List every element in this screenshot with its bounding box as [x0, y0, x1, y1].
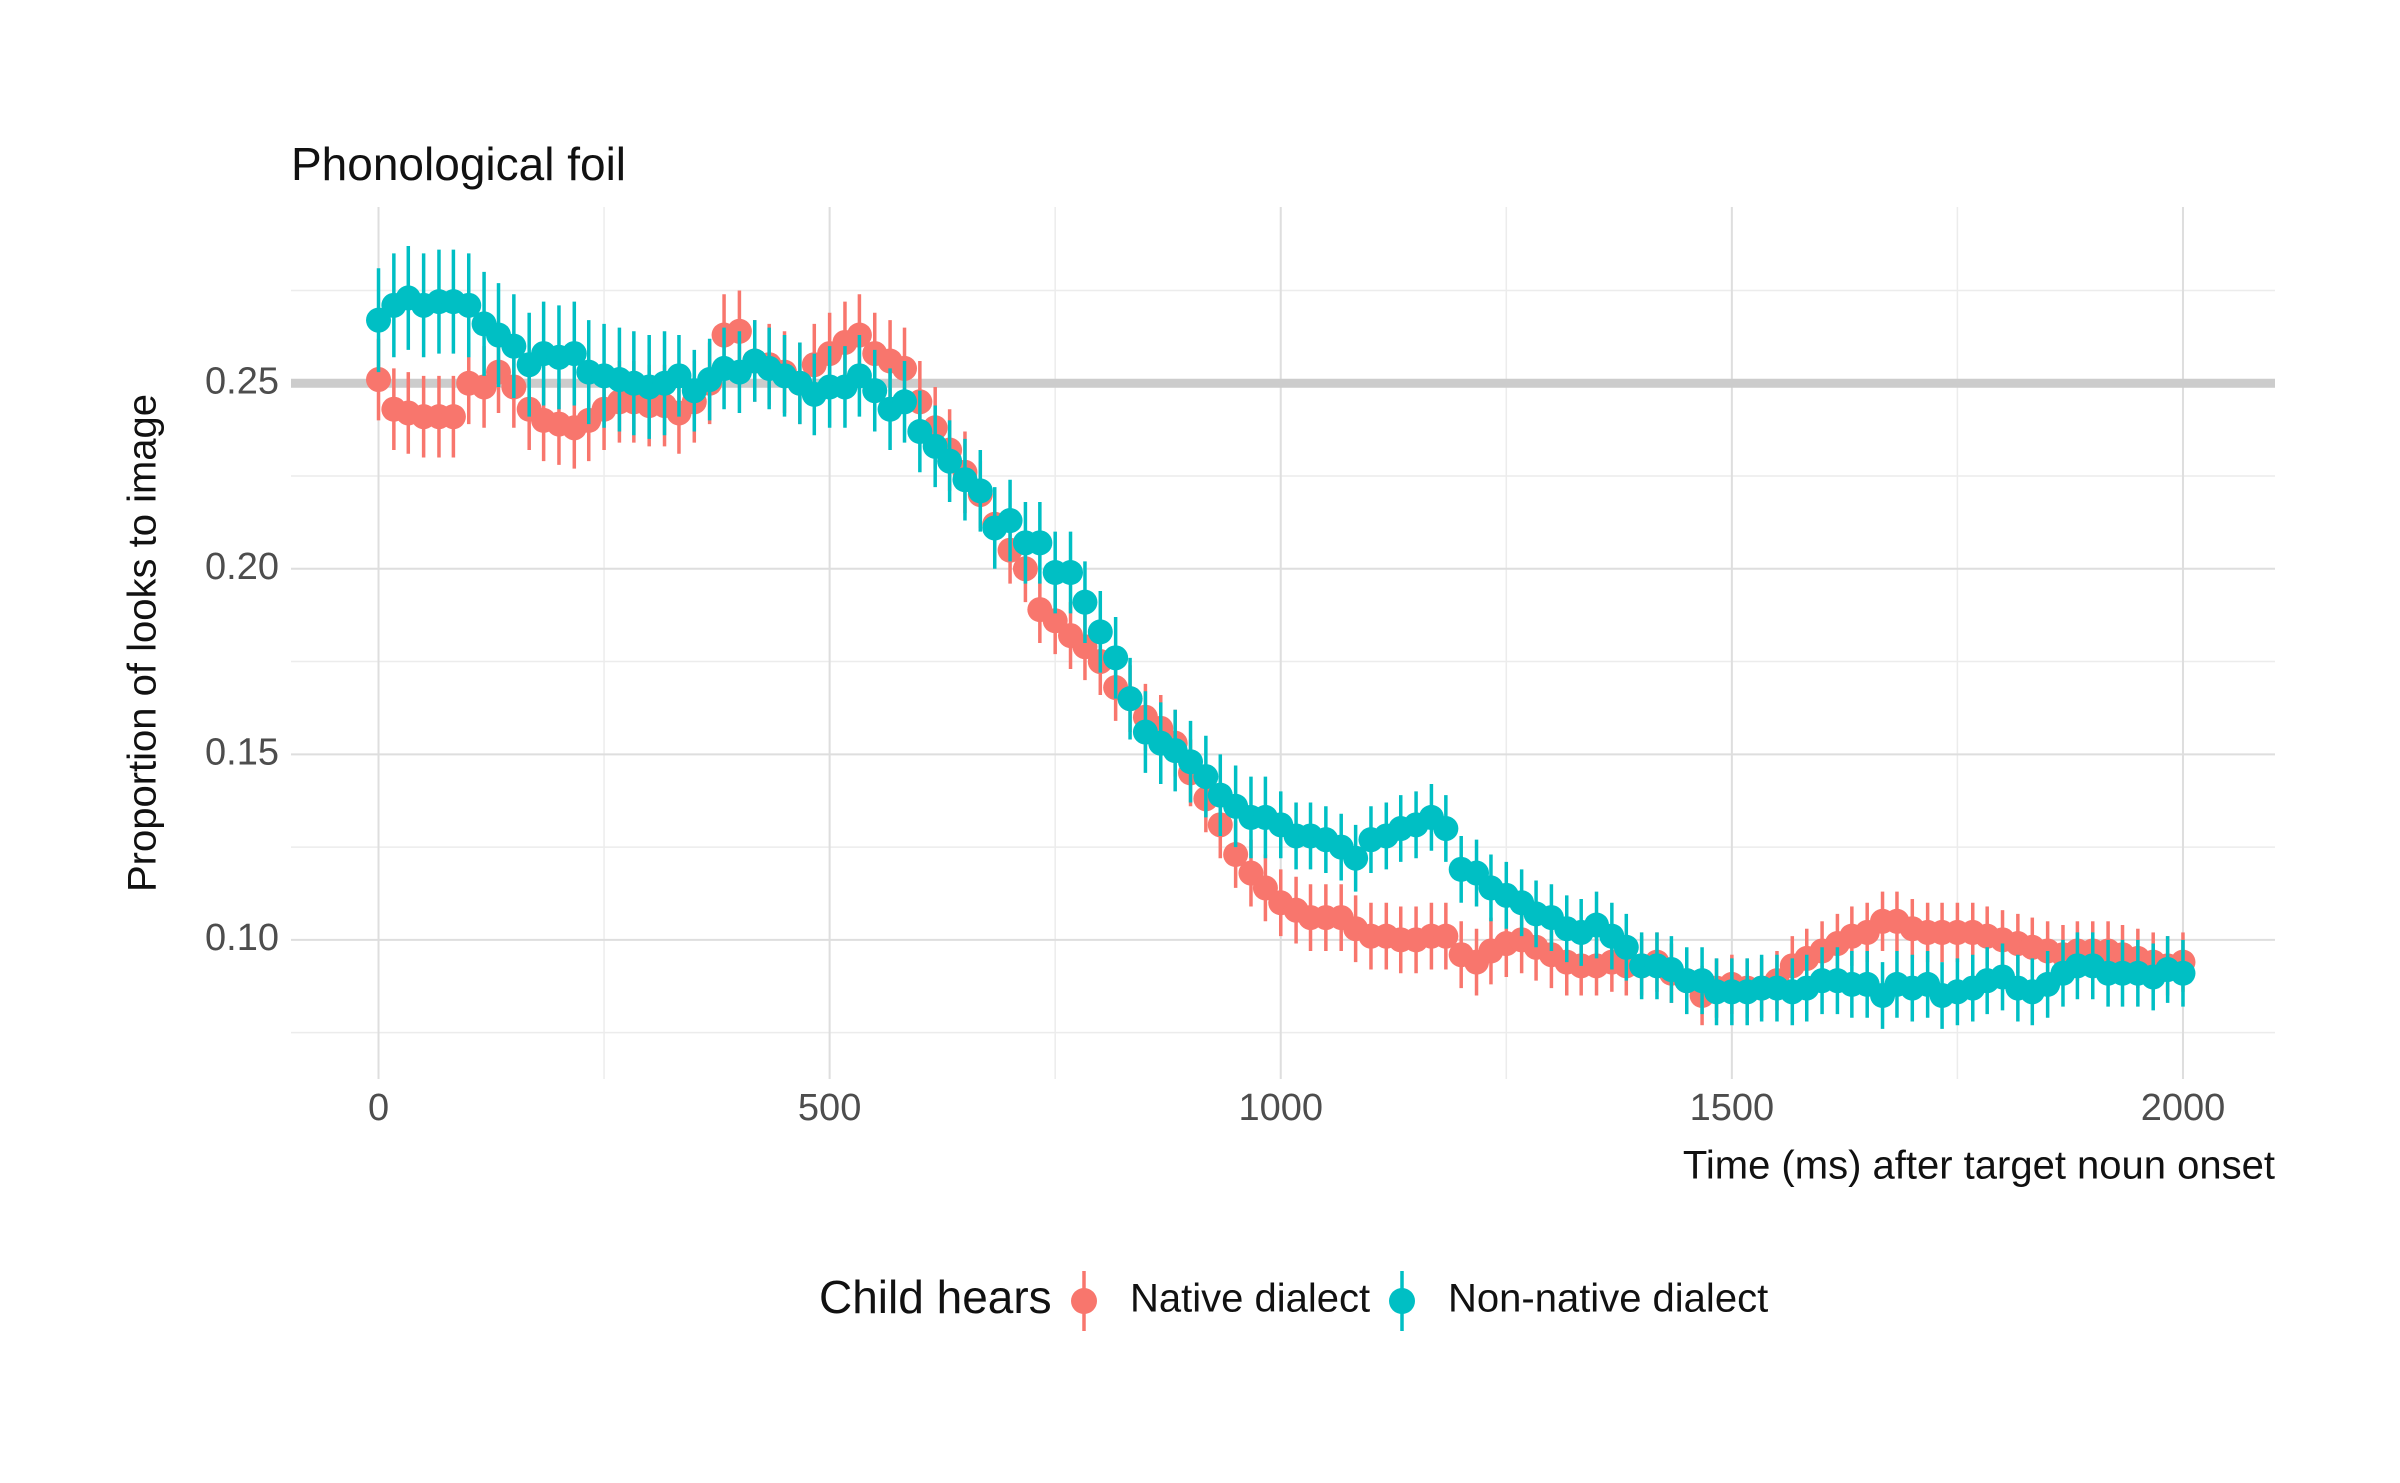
x-tick-label: 1000	[1238, 1087, 1323, 1129]
point	[997, 508, 1023, 534]
point	[937, 448, 963, 474]
point	[456, 292, 482, 318]
point	[846, 363, 872, 389]
point	[501, 333, 527, 359]
legend-glyph	[1389, 1288, 1415, 1314]
point	[892, 389, 918, 415]
x-tick-label: 2000	[2141, 1087, 2226, 1129]
x-tick-label: 0	[368, 1087, 389, 1129]
point	[1072, 634, 1098, 660]
point	[967, 478, 993, 504]
legend-label: Native dialect	[1130, 1277, 1370, 1321]
point	[1433, 816, 1459, 842]
point	[1072, 589, 1098, 615]
x-tick-label: 500	[798, 1087, 861, 1129]
point	[1613, 934, 1639, 960]
point	[1252, 875, 1278, 901]
point	[1343, 845, 1369, 871]
point	[1117, 686, 1143, 712]
point	[862, 378, 888, 404]
y-tick-label: 0.20	[205, 546, 279, 588]
point	[1058, 559, 1084, 585]
point	[366, 367, 392, 393]
point	[1178, 749, 1204, 775]
point	[907, 418, 933, 444]
y-tick-label: 0.15	[205, 731, 279, 773]
legend-label: Non-native dialect	[1448, 1277, 1768, 1321]
y-axis-title: Proportion of looks to image	[121, 394, 165, 892]
point	[561, 341, 587, 367]
point	[366, 307, 392, 333]
chart-title: Phonological foil	[291, 138, 626, 190]
point	[1103, 645, 1129, 671]
legend-title: Child hears	[819, 1271, 1052, 1323]
point	[1193, 764, 1219, 790]
y-tick-label: 0.10	[205, 917, 279, 959]
y-tick-label: 0.25	[205, 360, 279, 402]
point	[440, 404, 466, 430]
point	[1087, 619, 1113, 645]
point	[1042, 608, 1068, 634]
legend-glyph	[1071, 1288, 1097, 1314]
point	[1223, 842, 1249, 868]
point	[666, 363, 692, 389]
x-axis-title: Time (ms) after target noun onset	[1683, 1144, 2275, 1188]
point	[1433, 923, 1459, 949]
point	[2170, 960, 2196, 986]
point	[1027, 530, 1053, 556]
x-tick-label: 1500	[1690, 1087, 1775, 1129]
